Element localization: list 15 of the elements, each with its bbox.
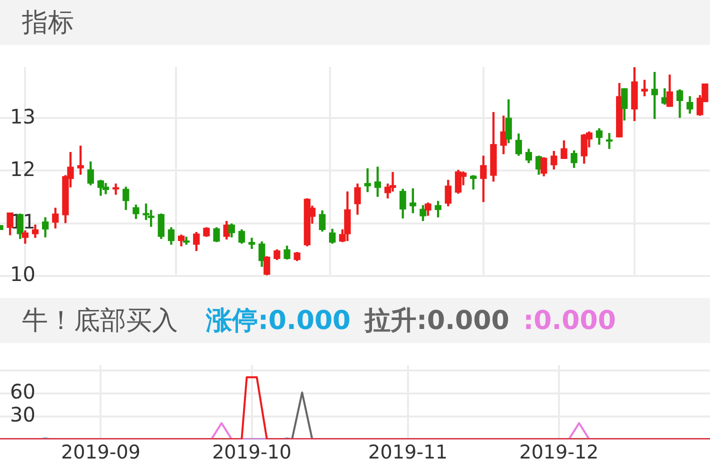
- y-tick-label: 60: [10, 380, 36, 404]
- candlestick: [606, 133, 613, 149]
- text: :0.000: [523, 306, 616, 336]
- x-tick-label: 2019-10: [212, 442, 292, 464]
- y-tick-label: 30: [10, 402, 36, 426]
- x-tick-label: 2019-12: [519, 442, 599, 464]
- y-tick-label: 13: [10, 104, 36, 128]
- y-tick-label: 12: [10, 156, 36, 181]
- y-tick-label: 10: [10, 262, 36, 286]
- x-tick-label: 2019-09: [61, 442, 140, 464]
- text: 拉升:0.000: [364, 305, 510, 338]
- chart-title: 指标: [22, 7, 74, 40]
- chart-title: 牛！底部买入: [22, 305, 178, 338]
- text: 涨停:0.000: [206, 305, 351, 338]
- x-tick-label: 2019-11: [368, 442, 448, 464]
